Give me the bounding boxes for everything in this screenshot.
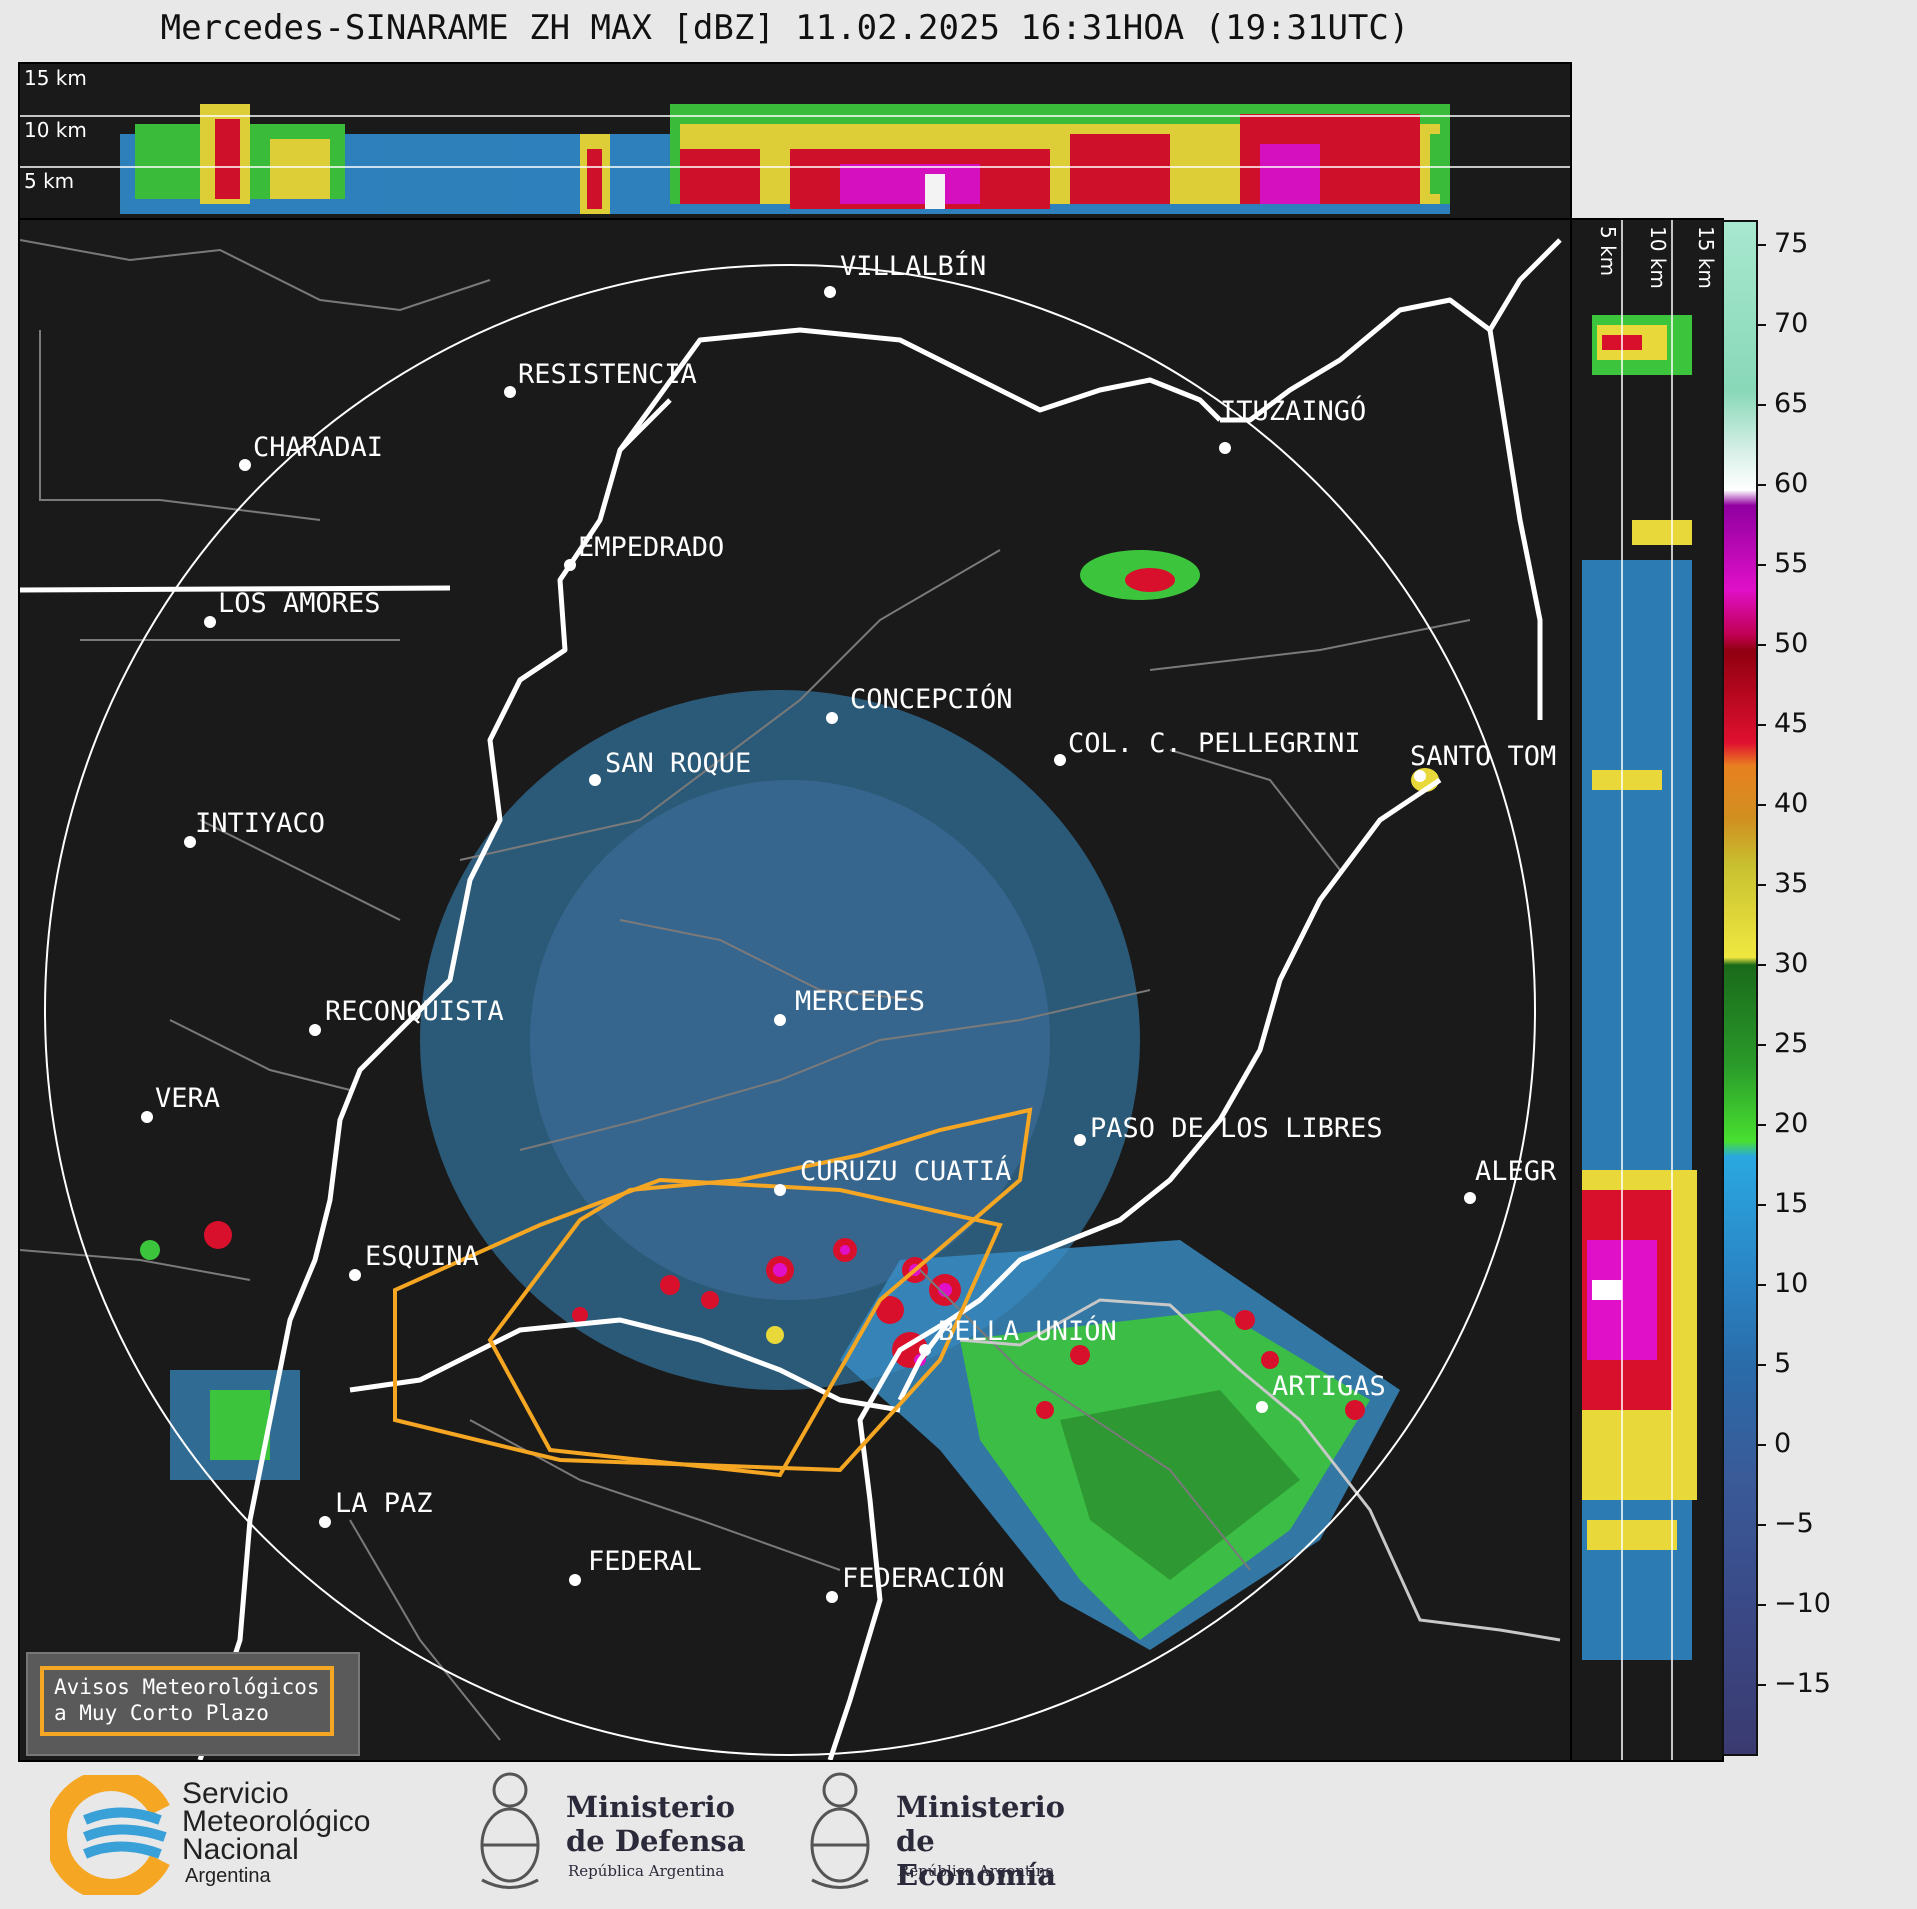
colorbar-tick-25: 25 <box>1755 1028 1808 1059</box>
right-cross-section-image <box>1582 220 1697 1760</box>
colorbar-tick-minus5: −5 <box>1756 1508 1814 1539</box>
defensa-line-2: de Defensa <box>566 1824 746 1858</box>
smn-logo-icon <box>45 1769 170 1901</box>
smn-line-1: Servicio <box>182 1777 289 1810</box>
city-intiyaco: INTIYACO <box>195 808 325 839</box>
top-cross-section-image <box>20 104 1570 214</box>
height-label-5km: 5 km <box>24 169 75 193</box>
right-cross-section: 5 km 10 km 15 km <box>1570 218 1724 1762</box>
city-empedrado: EMPEDRADO <box>578 532 724 563</box>
legend-line-2: a Muy Corto Plazo <box>54 1701 269 1725</box>
city-villalbin: VILLALBÍN <box>840 250 986 282</box>
colorbar-tick-20: 20 <box>1755 1108 1808 1139</box>
colorbar-tick-30: 30 <box>1755 948 1808 979</box>
colorbar-tick-minus10: −10 <box>1756 1588 1831 1619</box>
legend-line-1: Avisos Meteorológicos <box>54 1675 320 1699</box>
city-la-paz: LA PAZ <box>335 1488 433 1519</box>
economia-logo: Ministerio de Economía República Argenti… <box>800 1760 1100 1900</box>
city-reconquista: RECONQUISTA <box>325 996 504 1027</box>
dbz-colorbar <box>1722 220 1758 1756</box>
city-col-pellegrini: COL. C. PELLEGRINI <box>1068 728 1361 759</box>
legend-warning: Avisos Meteorológicos a Muy Corto Plazo <box>40 1666 334 1736</box>
height-label-10km: 10 km <box>24 118 87 142</box>
colorbar-tick-10: 10 <box>1755 1268 1808 1299</box>
radar-range-circle <box>44 264 1536 1756</box>
smn-line-3: Nacional <box>182 1833 299 1866</box>
city-federacion: FEDERACIÓN <box>842 1562 1005 1594</box>
map-title: Mercedes-SINARAME ZH MAX [dBZ] 11.02.202… <box>160 8 1410 48</box>
city-curuzu-cuatia: CURUZU CUATIÁ <box>800 1155 1011 1187</box>
smn-line-2: Meteorológico <box>182 1805 371 1838</box>
colorbar-tick-75: 75 <box>1755 228 1808 259</box>
city-paso-de-los-libres: PASO DE LOS LIBRES <box>1090 1113 1383 1144</box>
legend-box: Avisos Meteorológicos a Muy Corto Plazo <box>26 1652 360 1756</box>
city-artigas: ARTIGAS <box>1272 1371 1386 1402</box>
colorbar-tick-55: 55 <box>1755 548 1808 579</box>
economia-line-1: Ministerio <box>896 1790 1066 1824</box>
city-esquina: ESQUINA <box>365 1241 479 1272</box>
warning-polygons <box>393 1107 1033 1478</box>
defensa-logo: Ministerio de Defensa República Argentin… <box>470 1760 750 1900</box>
city-federal: FEDERAL <box>588 1546 702 1577</box>
radar-map-image: VILLALBÍN RESISTENCIA CHARADAI ITUZAINGÓ… <box>19 238 1562 1761</box>
right-height-label-15km: 15 km <box>1694 226 1718 289</box>
colorbar-tick-35: 35 <box>1755 868 1808 899</box>
city-concepcion: CONCEPCIÓN <box>850 683 1013 715</box>
city-santo-tome: SANTO TOM <box>1410 741 1556 772</box>
colorbar-tick-minus15: −15 <box>1756 1668 1831 1699</box>
city-los-amores: LOS AMORES <box>218 588 381 619</box>
defensa-line-3: República Argentina <box>568 1862 725 1880</box>
smn-logo: Servicio Meteorológico Nacional Argentin… <box>45 1769 420 1901</box>
city-mercedes: MERCEDES <box>795 986 925 1017</box>
defensa-line-1: Ministerio <box>566 1790 736 1824</box>
colorbar-tick-15: 15 <box>1755 1188 1808 1219</box>
city-bella-union: BELLA UNIÓN <box>938 1315 1117 1347</box>
city-alegrete: ALEGR <box>1475 1156 1557 1187</box>
colorbar-tick-45: 45 <box>1755 708 1808 739</box>
city-ituzaingo: ITUZAINGÓ <box>1220 395 1366 427</box>
coat-of-arms-icon <box>810 1772 870 1889</box>
colorbar-tick-65: 65 <box>1755 388 1808 419</box>
height-label-15km: 15 km <box>24 66 87 90</box>
top-cross-section: 15 km 10 km 5 km <box>18 62 1572 220</box>
city-resistencia: RESISTENCIA <box>518 359 697 390</box>
colorbar-tick-50: 50 <box>1755 628 1808 659</box>
colorbar-tick-70: 70 <box>1755 308 1808 339</box>
colorbar-tick-40: 40 <box>1755 788 1808 819</box>
colorbar-tick-5: 5 <box>1755 1348 1791 1379</box>
colorbar-tick-0: 0 <box>1755 1428 1791 1459</box>
colorbar-tick-60: 60 <box>1755 468 1808 499</box>
right-height-label-10km: 10 km <box>1646 226 1670 289</box>
economia-line-2: de Economía <box>896 1824 1057 1892</box>
right-height-label-5km: 5 km <box>1596 226 1620 277</box>
economia-line-3: República Argentina <box>898 1862 1055 1880</box>
smn-line-4: Argentina <box>185 1865 271 1887</box>
city-san-roque: SAN ROQUE <box>605 748 751 779</box>
coat-of-arms-icon <box>480 1772 540 1889</box>
radar-map: VILLALBÍN RESISTENCIA CHARADAI ITUZAINGÓ… <box>18 218 1572 1762</box>
city-vera: VERA <box>155 1083 220 1114</box>
city-charadai: CHARADAI <box>253 432 383 463</box>
city-markers <box>141 286 1476 1603</box>
